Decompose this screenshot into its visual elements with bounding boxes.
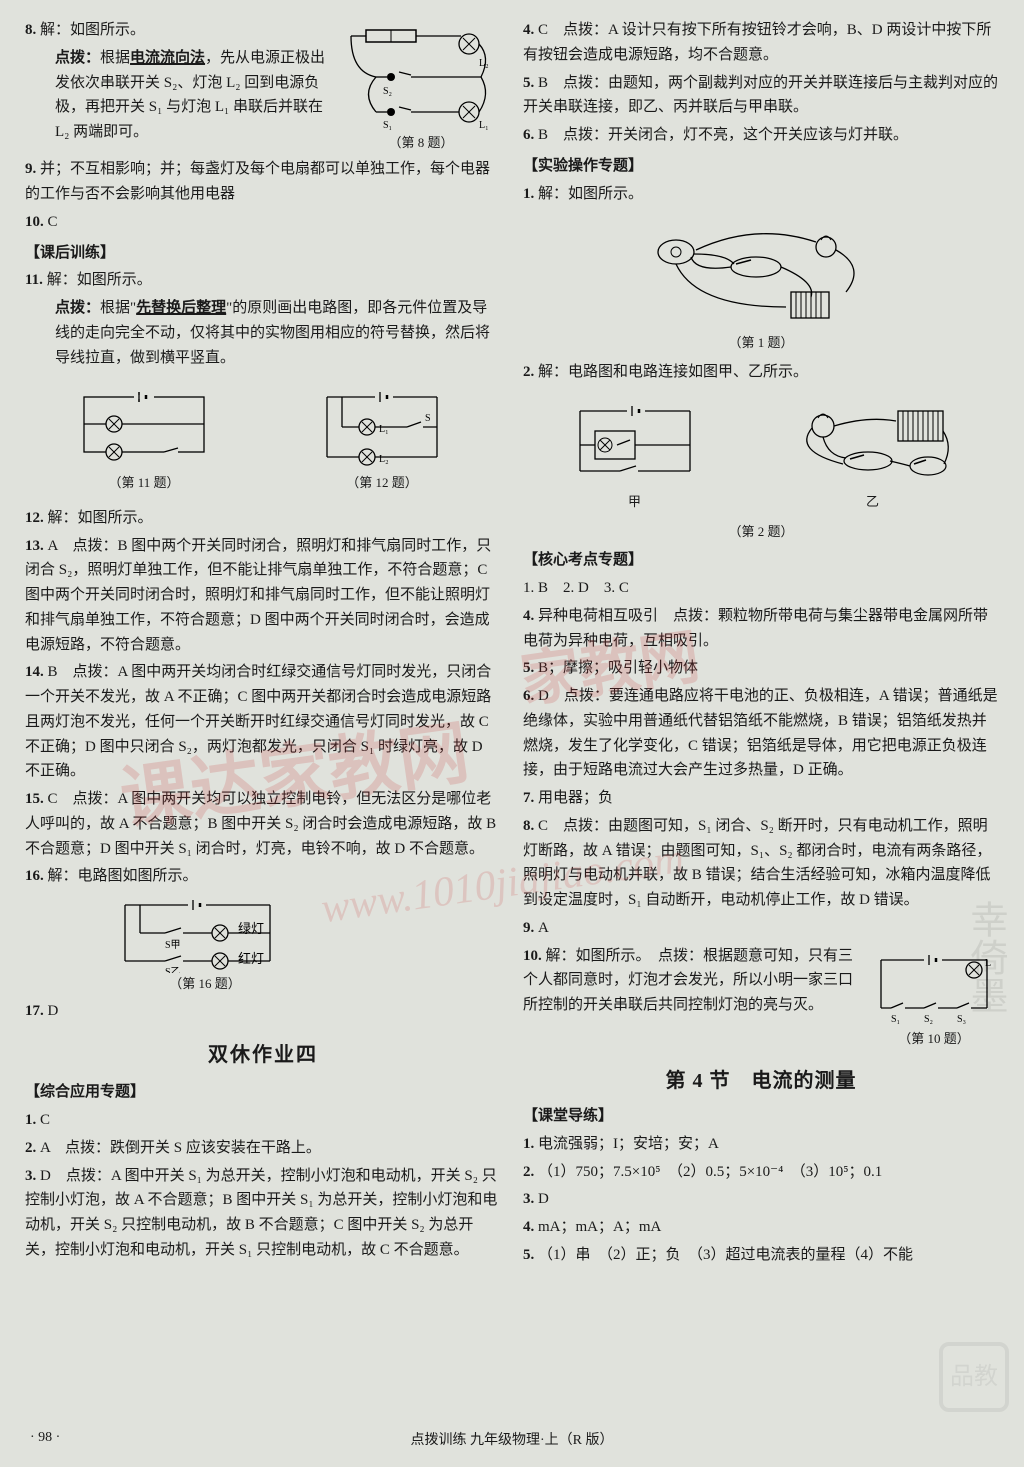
e2-caption: （第 2 题） [523,521,999,542]
k4: 4. 异种电荷相互吸引 点拨：颗粒物所带电荷与集尘器带电金属网所带电荷为异种电荷… [523,604,999,654]
q10: 10. C [25,210,501,235]
e2-fig-jia: 甲 [565,396,705,512]
circuit-icon: S甲 绿灯 S乙 红灯 [110,893,300,973]
section4-title: 第 4 节 电流的测量 [523,1065,999,1098]
g3: 3. D [523,1187,999,1212]
svg-text:L₁: L₁ [479,120,489,131]
r-q6: 6. B 点拨：开关闭合，灯不亮，这个开关应该与灯并联。 [523,123,999,148]
k9: 9. A [523,916,999,941]
svg-text:S: S [425,413,431,424]
k8: 8. C 点拨：由题图可知，S₁ 闭合、S₂ 断开时，只有电动机工作，照明灯断路… [523,814,999,913]
circuit-realistic-icon [636,212,886,332]
q11-intro: 11. 解：如图所示。 [25,268,501,293]
q14: 14. B 点拨：A 图中两开关均闭合时红绿交通信号灯同时发光，只闭合一个开关不… [25,660,501,784]
q17: 17. D [25,999,501,1024]
k10: 10. 解：如图所示。 点拨：根据题意可知，只有三个人都同意时，灯泡才会发光，所… [523,944,861,1018]
svg-text:S乙: S乙 [165,966,181,973]
seal-stamp: 品教 [939,1342,1009,1412]
k6: 6. D 点拨：要连通电路应将干电池的正、负极相连，A 错误；普通纸是绝缘体，实… [523,684,999,783]
q8-tip-prefix: 根据 [100,50,130,66]
q8-tip-hl: 电流流向法 [130,50,205,66]
r-q5: 5. B 点拨：由题知，两个副裁判对应的开关并联连接后与主裁判对应的开关串联连接… [523,71,999,121]
k5: 5. B；摩擦；吸引轻小物体 [523,656,999,681]
svg-text:红灯: 红灯 [238,951,264,966]
e1-figure: （第 1 题） [631,212,891,353]
footer-title: 点拨训练 九年级物理·上（R 版） [0,1429,1024,1452]
e2: 2. 解：电路图和电路连接如图甲、乙所示。 [523,360,999,385]
svg-text:S甲: S甲 [165,940,181,951]
q15: 15. C 点拨：A 图中两开关均可以独立控制电铃，但无法区分是哪位老人呼叫的，… [25,787,501,861]
q12: 12. 解：如图所示。 [25,506,501,531]
q11-tip: 点拨：根据"先替换后整理"的原则画出电路图，即各元件位置及导线的走向完全不动，仅… [25,296,501,370]
side-decorative-chars: 幸倚墨 [976,900,1016,1014]
q8-block: 8. 解：如图所示。 点拨：根据电流流向法，先从电源正极出发依次串联开关 S₂、… [25,18,501,157]
left-column: 8. 解：如图所示。 点拨：根据电流流向法，先从电源正极出发依次串联开关 S₂、… [25,18,501,1271]
g2: 2. （1）750；7.5×10⁵ （2）0.5；5×10⁻⁴ （3）10⁵；0… [523,1160,999,1185]
q9: 9. 并；不互相影响；并；每盏灯及每个电扇都可以单独工作，每个电器的工作与否不会… [25,157,501,207]
exp-section-header: 【实验操作专题】 [523,154,999,179]
q11-figure: （第 11 题） [69,382,219,493]
svg-text:S₃: S₃ [957,1014,966,1025]
k1-3: 1. B 2. D 3. C [523,576,999,601]
g4: 4. mA；mA；A；mA [523,1215,999,1240]
q8-figcap: （第 8 题） [341,132,501,153]
q12-figure: L₁ S L₂ （第 12 题） [307,382,457,493]
q8-tip-label: 点拨： [55,50,100,66]
r-q4: 4. C 点拨：A 设计只有按下所有按钮铃才会响，B、D 两设计中按下所有按钮会… [523,18,999,68]
comp-section-header: 【综合应用专题】 [25,1080,501,1105]
k7: 7. 用电器；负 [523,786,999,811]
svg-text:L₁: L₁ [379,424,389,435]
svg-text:S₁: S₁ [383,120,392,131]
q11-q12-figures: （第 11 题） L₁ [25,378,501,497]
q16-figure: S甲 绿灯 S乙 红灯 （第 16 题） [105,893,305,994]
circuit-icon: L₁ S L₂ [307,382,457,472]
page-content: 8. 解：如图所示。 点拨：根据电流流向法，先从电源正极出发依次串联开关 S₂、… [0,0,1024,1281]
g5: 5. （1）串 （2）正；负 （3）超过电流表的量程（4）不能 [523,1243,999,1268]
c2: 2. A 点拨：跌倒开关 S 应该安装在干路上。 [25,1136,501,1161]
core-section-header: 【核心考点专题】 [523,548,999,573]
svg-text:L₂: L₂ [379,454,389,465]
circuit-icon [565,396,705,491]
g1: 1. 电流强弱；I；安培；安；A [523,1132,999,1157]
circuit-icon [69,382,219,472]
svg-text:L₂: L₂ [479,58,489,69]
c3: 3. D 点拨：A 图中开关 S₁ 为总开关，控制小灯泡和电动机，开关 S₂ 只… [25,1164,501,1263]
svg-text:S₂: S₂ [383,86,392,97]
svg-text:绿灯: 绿灯 [238,921,264,936]
q16-intro: 16. 解：电路图如图所示。 [25,864,501,889]
k10-block: 10. 解：如图所示。 点拨：根据题意可知，只有三个人都同意时，灯泡才会发光，所… [523,944,999,1053]
q8-figure: L₂ S₂ S₁ L₁ [341,22,501,153]
e2-figures: 甲 [523,392,999,516]
e2-fig-yi: 乙 [788,396,958,512]
after-class-header: 【课后训练】 [25,241,501,266]
svg-text:S₂: S₂ [924,1014,933,1025]
class-guide-header: 【课堂导练】 [523,1104,999,1129]
c1: 1. C [25,1108,501,1133]
q13: 13. A 点拨：B 图中两个开关同时闭合，照明灯和排气扇同时工作，只闭合 S₂… [25,534,501,658]
e1: 1. 解：如图所示。 [523,182,999,207]
circuit-realistic-icon [788,396,958,491]
q8-intro: 解：如图所示。 [40,22,145,38]
circuit-icon: L₂ S₂ S₁ L₁ [341,22,501,132]
svg-text:S₁: S₁ [891,1014,900,1025]
homework-title: 双休作业四 [25,1039,501,1072]
right-column: 4. C 点拨：A 设计只有按下所有按钮铃才会响，B、D 两设计中按下所有按钮会… [523,18,999,1271]
q8-text: 8. 解：如图所示。 点拨：根据电流流向法，先从电源正极出发依次串联开关 S₂、… [25,18,333,148]
